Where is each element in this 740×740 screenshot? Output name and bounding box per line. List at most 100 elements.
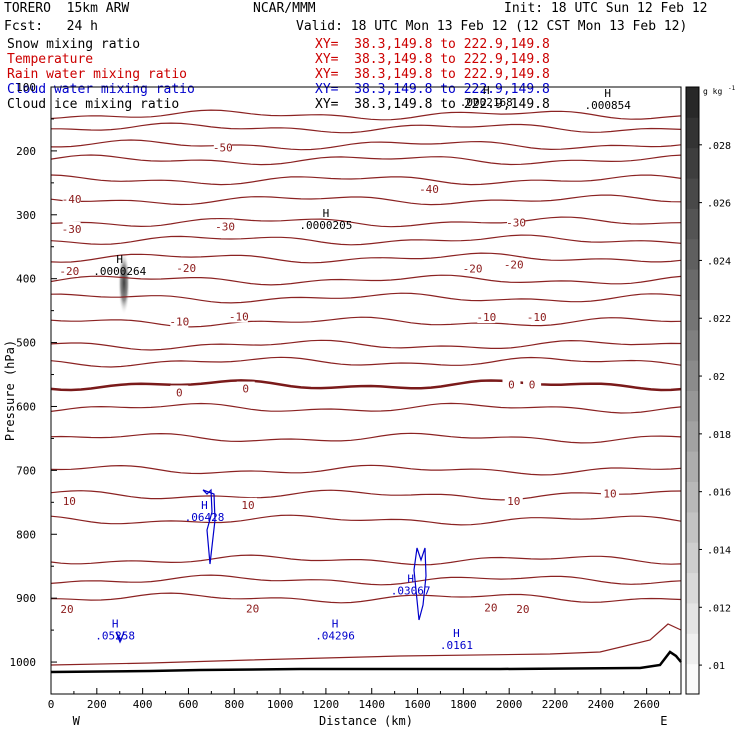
y-tick-label: 800 bbox=[16, 528, 36, 541]
isotherm-label: 10 bbox=[63, 495, 76, 508]
isotherm-label: 20 bbox=[484, 602, 497, 615]
maximum-value: .0002168 bbox=[460, 96, 513, 109]
isotherm-label-bg bbox=[177, 260, 196, 274]
isotherm bbox=[50, 154, 682, 166]
colorbar-tick-label: .024 bbox=[707, 256, 731, 267]
west-end-label: W bbox=[73, 714, 81, 728]
isotherm bbox=[50, 274, 682, 286]
isotherm-label: 20 bbox=[516, 603, 529, 616]
isotherm-label: -30 bbox=[62, 223, 82, 236]
colorbar-tick-label: .01 bbox=[707, 661, 725, 672]
maximum-value: .0000205 bbox=[299, 219, 352, 232]
colorbar-swatch bbox=[686, 633, 699, 665]
x-tick-label: 2600 bbox=[633, 698, 660, 711]
field-name: Rain water mixing ratio bbox=[7, 67, 188, 82]
plot-frame bbox=[50, 86, 682, 695]
isotherm-label-bg bbox=[229, 309, 248, 323]
isotherm bbox=[50, 432, 682, 444]
cloud-water-contour bbox=[202, 488, 216, 565]
colorbar-unit-exponent: -1 bbox=[728, 85, 736, 92]
maximum-marker: H bbox=[483, 84, 490, 97]
isotherm-label: 0 bbox=[529, 379, 536, 392]
isotherm bbox=[50, 174, 682, 186]
colorbar-tick-label: .02 bbox=[707, 372, 725, 383]
isotherm-label-bg bbox=[477, 310, 496, 324]
colorbar-swatch bbox=[686, 602, 699, 634]
y-tick-label: 700 bbox=[16, 464, 36, 477]
isotherm-label-bg bbox=[216, 219, 235, 233]
y-tick-label: 600 bbox=[16, 400, 36, 413]
maximum-marker: H bbox=[332, 617, 339, 630]
x-tick-label: 400 bbox=[133, 698, 153, 711]
isotherm-label-bg bbox=[527, 310, 546, 324]
isotherm-label: 20 bbox=[60, 603, 73, 616]
y-tick-label: 100 bbox=[16, 81, 36, 94]
isotherm-label-bg bbox=[420, 182, 438, 196]
isotherm bbox=[50, 554, 682, 566]
maximum-marker: H bbox=[323, 207, 330, 220]
isotherm-label: -20 bbox=[463, 262, 483, 275]
x-tick-label: 0 bbox=[48, 698, 55, 711]
isotherm-label-bg bbox=[513, 602, 532, 616]
cloud-water-contour bbox=[413, 547, 427, 621]
maximum-value: .0000264 bbox=[93, 265, 146, 278]
colorbar-frame bbox=[685, 86, 700, 695]
isotherm-label: 20 bbox=[246, 602, 259, 615]
isotherm-label: 10 bbox=[507, 495, 520, 508]
isotherm-label: -10 bbox=[476, 311, 496, 324]
isotherm-label-bg bbox=[481, 600, 500, 614]
terrain-surface bbox=[50, 650, 682, 674]
cloud-water-contour bbox=[115, 631, 125, 644]
colorbar-tick-label: .018 bbox=[707, 430, 731, 441]
isotherm-label-bg bbox=[62, 191, 81, 205]
model-title: TORERO 15km ARW bbox=[4, 1, 130, 16]
isotherm-label: -50 bbox=[213, 142, 233, 155]
isotherm bbox=[50, 234, 682, 246]
colorbar-swatch bbox=[686, 117, 699, 149]
isotherm bbox=[50, 489, 682, 501]
isotherm-label-bg bbox=[58, 602, 77, 616]
isotherm bbox=[51, 139, 682, 151]
x-tick-label: 200 bbox=[87, 698, 107, 711]
isotherm bbox=[50, 623, 682, 666]
isotherm-label-bg bbox=[170, 385, 189, 399]
isotherm-label-bg bbox=[62, 221, 81, 235]
isotherm-label-bg bbox=[213, 140, 232, 154]
maximum-marker: H bbox=[604, 87, 611, 100]
snow-mixing-shading bbox=[118, 251, 130, 315]
colorbar-tick-label: .026 bbox=[707, 199, 731, 210]
colorbar-tick-label: .028 bbox=[707, 141, 731, 152]
colorbar-swatch bbox=[686, 360, 699, 391]
isotherm-label: -10 bbox=[229, 310, 249, 323]
isotherm-label: -20 bbox=[59, 265, 79, 278]
maximum-value: .03067 bbox=[391, 585, 431, 598]
isotherm-label: -40 bbox=[62, 193, 82, 206]
isotherm-label-bg bbox=[243, 601, 262, 615]
maximum-value: .000854 bbox=[585, 99, 632, 112]
y-tick-label: 300 bbox=[16, 209, 36, 222]
maximum-marker: H bbox=[407, 573, 414, 586]
x-tick-label: 1400 bbox=[358, 698, 385, 711]
y-tick-label: 500 bbox=[16, 337, 36, 350]
colorbar-tick-label: .012 bbox=[707, 603, 731, 614]
field-xy: XY= 38.3,149.8 to 222.9,149.8 bbox=[315, 37, 550, 52]
isotherm-label: -10 bbox=[527, 311, 547, 324]
colorbar-swatch bbox=[686, 269, 699, 300]
isotherm-label: 0 bbox=[508, 379, 515, 392]
isotherm-label: -30 bbox=[506, 216, 526, 229]
colorbar-swatch bbox=[686, 420, 699, 452]
isotherm-label: 10 bbox=[603, 487, 616, 500]
maximum-marker: H bbox=[116, 253, 123, 266]
maximum-value: .06428 bbox=[185, 511, 225, 524]
x-tick-label: 800 bbox=[224, 698, 244, 711]
isotherm bbox=[51, 122, 682, 134]
maximum-value: .04296 bbox=[315, 629, 355, 642]
x-tick-label: 1600 bbox=[404, 698, 431, 711]
isotherm-label-bg bbox=[170, 314, 189, 328]
isotherm-label-bg bbox=[236, 381, 255, 395]
isotherm bbox=[50, 316, 682, 328]
isotherm-label-bg bbox=[463, 261, 482, 275]
isotherm-label-bg bbox=[504, 257, 523, 271]
valid-time: Valid: 18 UTC Mon 13 Feb 12 (12 CST Mon … bbox=[296, 19, 688, 34]
y-tick-label: 900 bbox=[16, 592, 36, 605]
